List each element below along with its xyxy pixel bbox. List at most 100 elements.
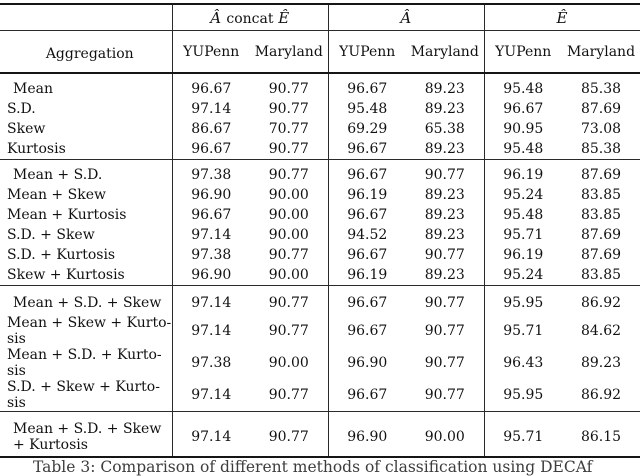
group-header-row: Â concat Ê Â Ê <box>0 4 640 31</box>
table-row: Kurtosis 96.67 90.77 96.67 89.23 95.48 85.38 <box>0 139 640 160</box>
value-cell: 96.90 <box>191 267 232 283</box>
value-cell: 96.67 <box>347 387 388 403</box>
results-table-wrapper: Â concat Ê Â Ê Aggregation YUPenn Maryla… <box>0 3 640 458</box>
value-cell: 96.67 <box>347 207 388 223</box>
value-cell: 90.77 <box>250 411 329 457</box>
value-cell: 90.77 <box>250 73 329 99</box>
row-label: Skew <box>0 119 173 139</box>
results-table: Â concat Ê Â Ê Aggregation YUPenn Maryla… <box>0 3 640 458</box>
value-cell: 95.71 <box>503 323 544 339</box>
value-cell: 89.23 <box>580 355 622 371</box>
col-header-maryland: Maryland <box>406 30 485 74</box>
value-cell: 95.48 <box>347 101 388 117</box>
value-cell: 96.67 <box>191 141 232 157</box>
row-label: Kurtosis <box>0 139 173 160</box>
value-cell: 96.19 <box>347 267 388 283</box>
value-cell: 97.38 <box>191 167 232 183</box>
value-cell: 89.23 <box>406 185 485 205</box>
value-cell: 96.67 <box>191 81 232 97</box>
group-header-a-concat-e: Â concat Ê <box>172 4 329 31</box>
row-label: Mean + S.D. + Skew + Kurtosis <box>0 411 173 457</box>
row-label: Mean <box>0 73 173 99</box>
subheader-row: Aggregation YUPenn Maryland YUPenn Maryl… <box>0 30 640 74</box>
value-cell: 90.77 <box>406 347 485 379</box>
value-cell: 97.14 <box>191 428 232 445</box>
table-section-3: Mean + S.D. + Skew + Kurtosis 97.14 90.77 9… <box>0 411 640 457</box>
value-cell: 90.77 <box>406 285 485 315</box>
value-cell: 95.48 <box>503 81 544 97</box>
math-e-hat: Ê <box>278 8 290 27</box>
value-cell: 96.67 <box>191 207 232 223</box>
value-cell: 73.08 <box>580 121 622 137</box>
value-cell: 95.24 <box>503 187 544 203</box>
value-cell: 96.67 <box>347 294 388 311</box>
value-cell: 90.77 <box>250 315 329 347</box>
col-header-yupenn: YUPenn <box>484 30 562 74</box>
col-header-maryland: Maryland <box>250 30 329 74</box>
value-cell: 96.90 <box>347 355 388 371</box>
value-cell: 86.67 <box>191 121 232 137</box>
col-header-maryland: Maryland <box>562 30 640 74</box>
value-cell: 96.67 <box>347 81 388 97</box>
value-cell: 70.77 <box>250 119 329 139</box>
group-header-a: Â <box>328 4 485 31</box>
value-cell: 96.90 <box>347 428 388 445</box>
value-cell: 97.14 <box>191 227 232 243</box>
value-cell: 94.52 <box>347 227 388 243</box>
value-cell: 96.19 <box>503 247 544 263</box>
table-caption: Table 3: Comparison of different methods… <box>33 458 593 476</box>
value-cell: 90.77 <box>250 99 329 119</box>
value-cell: 95.24 <box>503 267 544 283</box>
value-cell: 87.69 <box>580 101 622 117</box>
table-row: Mean + S.D. + Skew 97.14 90.77 96.67 90.77 95… <box>0 285 640 315</box>
value-cell: 90.77 <box>406 159 485 185</box>
value-cell: 95.48 <box>503 141 544 157</box>
table-row: Skew + Kurtosis 96.90 90.00 96.19 89.23 95.24… <box>0 265 640 286</box>
value-cell: 90.00 <box>250 347 329 379</box>
table-row: Mean 96.67 90.77 96.67 89.23 95.48 85.38 <box>0 73 640 99</box>
value-cell: 90.00 <box>250 225 329 245</box>
value-cell: 90.77 <box>250 379 329 412</box>
value-cell: 89.23 <box>406 99 485 119</box>
row-label: S.D. + Kurtosis <box>0 245 173 265</box>
row-label: S.D. + Skew + Kurto- sis <box>0 379 173 412</box>
value-cell: 90.77 <box>250 285 329 315</box>
aggregation-header: Aggregation <box>0 30 173 74</box>
row-label: Mean + S.D. <box>0 159 173 185</box>
table-section-1: Mean + S.D. 97.38 90.77 96.67 90.77 96.19 87.6… <box>0 159 640 286</box>
value-cell: 90.95 <box>503 121 544 137</box>
value-cell: 65.38 <box>406 119 485 139</box>
table-row: Mean + Skew + Kurto- sis 97.14 90.77 96.67 9… <box>0 315 640 347</box>
table-row: Skew 86.67 70.77 69.29 65.38 90.95 73.08 <box>0 119 640 139</box>
value-cell: 95.71 <box>503 428 544 445</box>
value-cell: 90.77 <box>250 139 329 160</box>
row-label: Mean + Kurtosis <box>0 205 173 225</box>
row-label: Mean + Skew <box>0 185 173 205</box>
value-cell: 96.43 <box>503 355 544 371</box>
value-cell: 89.23 <box>406 225 485 245</box>
value-cell: 97.14 <box>191 101 232 117</box>
value-cell: 96.67 <box>503 101 544 117</box>
math-e-hat: Ê <box>556 8 568 27</box>
value-cell: 87.69 <box>580 247 622 263</box>
table-row: Mean + S.D. + Kurto- sis 97.38 90.00 96.90 9… <box>0 347 640 379</box>
value-cell: 85.38 <box>580 81 622 97</box>
table-row: Mean + Skew 96.90 90.00 96.19 89.23 95.24 83.8… <box>0 185 640 205</box>
value-cell: 87.69 <box>580 227 622 243</box>
value-cell: 85.38 <box>580 141 622 157</box>
table-section-0: Mean 96.67 90.77 96.67 89.23 95.48 85.38 S.D. 97… <box>0 73 640 160</box>
value-cell: 84.62 <box>580 323 622 339</box>
math-a-hat: Â <box>210 8 222 27</box>
value-cell: 89.23 <box>406 73 485 99</box>
value-cell: 95.48 <box>503 207 544 223</box>
value-cell: 97.38 <box>191 355 232 371</box>
value-cell: 96.67 <box>347 247 388 263</box>
value-cell: 97.14 <box>191 294 232 311</box>
col-header-yupenn: YUPenn <box>328 30 406 74</box>
value-cell: 97.38 <box>191 247 232 263</box>
value-cell: 95.71 <box>503 227 544 243</box>
table-row: Mean + S.D. + Skew + Kurtosis 97.14 90.77 9… <box>0 411 640 457</box>
value-cell: 96.90 <box>191 187 232 203</box>
value-cell: 95.95 <box>503 387 544 403</box>
table-row: Mean + Kurtosis 96.67 90.00 96.67 89.23 95.48… <box>0 205 640 225</box>
